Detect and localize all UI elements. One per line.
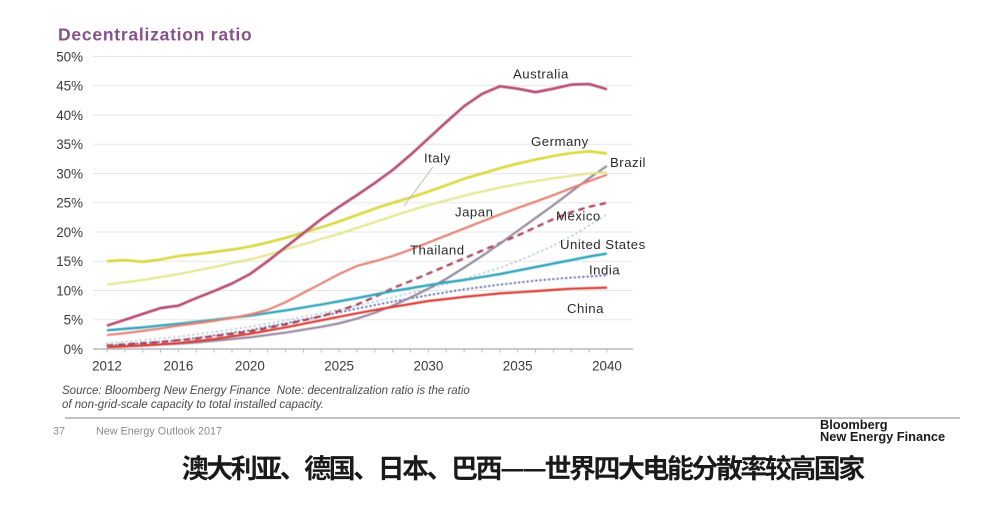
svg-text:20%: 20% [56, 225, 83, 240]
svg-text:50%: 50% [56, 49, 83, 64]
svg-text:2012: 2012 [92, 359, 122, 374]
svg-text:2020: 2020 [235, 359, 265, 374]
svg-text:New Energy Outlook 2017: New Energy Outlook 2017 [96, 426, 222, 438]
svg-text:Brazil: Brazil [610, 155, 646, 170]
svg-text:10%: 10% [56, 283, 83, 298]
svg-text:35%: 35% [56, 137, 83, 152]
svg-text:37: 37 [53, 426, 65, 438]
svg-text:Bloomberg: Bloomberg [820, 417, 888, 432]
svg-text:Mexico: Mexico [556, 209, 601, 224]
svg-text:2035: 2035 [503, 359, 533, 374]
svg-text:India: India [589, 263, 620, 278]
svg-text:Thailand: Thailand [410, 243, 465, 258]
svg-text:United States: United States [560, 237, 646, 252]
svg-text:2040: 2040 [592, 359, 622, 374]
svg-text:25%: 25% [56, 196, 83, 211]
svg-text:2030: 2030 [414, 359, 444, 374]
svg-text:0%: 0% [64, 342, 83, 357]
svg-text:Italy: Italy [424, 151, 451, 166]
svg-text:15%: 15% [56, 254, 83, 269]
svg-text:30%: 30% [56, 166, 83, 181]
svg-text:Australia: Australia [513, 67, 569, 82]
svg-text:New Energy Finance: New Energy Finance [820, 429, 945, 444]
svg-text:2016: 2016 [164, 359, 194, 374]
svg-text:Japan: Japan [455, 204, 493, 219]
svg-text:5%: 5% [64, 313, 83, 328]
svg-text:China: China [567, 301, 604, 316]
svg-text:of non-grid-scale capacity to: of non-grid-scale capacity to total inst… [62, 399, 324, 411]
svg-text:45%: 45% [56, 79, 83, 94]
svg-text:2025: 2025 [324, 359, 354, 374]
svg-text:Source: Bloomberg New Energy F: Source: Bloomberg New Energy Finance Not… [62, 385, 470, 397]
svg-text:Decentralization ratio: Decentralization ratio [58, 25, 252, 45]
svg-text:40%: 40% [56, 108, 83, 123]
svg-text:Germany: Germany [531, 134, 589, 149]
